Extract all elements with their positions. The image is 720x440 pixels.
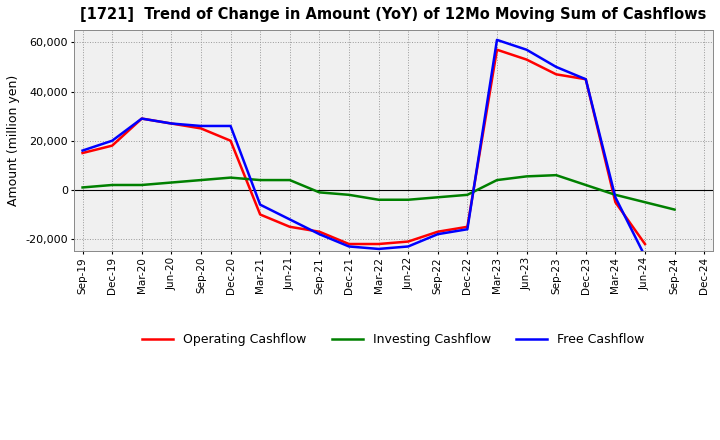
Free Cashflow — [552, 64, 560, 70]
Investing Cashflow — [108, 182, 117, 187]
Investing Cashflow — [315, 190, 324, 195]
Investing Cashflow — [433, 194, 442, 200]
Operating Cashflow — [641, 242, 649, 247]
Free Cashflow — [492, 37, 501, 43]
Operating Cashflow — [226, 138, 235, 143]
Operating Cashflow — [108, 143, 117, 148]
Free Cashflow — [641, 254, 649, 259]
Investing Cashflow — [256, 177, 264, 183]
Operating Cashflow — [492, 47, 501, 52]
Free Cashflow — [197, 123, 205, 128]
Investing Cashflow — [226, 175, 235, 180]
Operating Cashflow — [611, 200, 620, 205]
Line: Free Cashflow: Free Cashflow — [83, 40, 645, 257]
Line: Investing Cashflow: Investing Cashflow — [83, 175, 675, 209]
Free Cashflow — [611, 194, 620, 200]
Investing Cashflow — [345, 192, 354, 198]
Free Cashflow — [404, 244, 413, 249]
Operating Cashflow — [463, 224, 472, 229]
Free Cashflow — [433, 231, 442, 237]
Investing Cashflow — [285, 177, 294, 183]
Free Cashflow — [167, 121, 176, 126]
Investing Cashflow — [552, 172, 560, 178]
Investing Cashflow — [78, 185, 87, 190]
Operating Cashflow — [78, 150, 87, 156]
Line: Operating Cashflow: Operating Cashflow — [83, 50, 645, 244]
Investing Cashflow — [138, 182, 146, 187]
Operating Cashflow — [433, 229, 442, 235]
Investing Cashflow — [404, 197, 413, 202]
Operating Cashflow — [345, 242, 354, 247]
Investing Cashflow — [492, 177, 501, 183]
Operating Cashflow — [404, 239, 413, 244]
Operating Cashflow — [256, 212, 264, 217]
Investing Cashflow — [197, 177, 205, 183]
Operating Cashflow — [138, 116, 146, 121]
Operating Cashflow — [197, 126, 205, 131]
Investing Cashflow — [582, 182, 590, 187]
Free Cashflow — [345, 244, 354, 249]
Operating Cashflow — [582, 77, 590, 82]
Free Cashflow — [582, 77, 590, 82]
Investing Cashflow — [641, 200, 649, 205]
Free Cashflow — [522, 47, 531, 52]
Free Cashflow — [138, 116, 146, 121]
Title: [1721]  Trend of Change in Amount (YoY) of 12Mo Moving Sum of Cashflows: [1721] Trend of Change in Amount (YoY) o… — [80, 7, 706, 22]
Investing Cashflow — [522, 174, 531, 179]
Investing Cashflow — [374, 197, 383, 202]
Free Cashflow — [285, 217, 294, 222]
Free Cashflow — [108, 138, 117, 143]
Free Cashflow — [256, 202, 264, 207]
Operating Cashflow — [374, 242, 383, 247]
Free Cashflow — [315, 231, 324, 237]
Operating Cashflow — [522, 57, 531, 62]
Y-axis label: Amount (million yen): Amount (million yen) — [7, 75, 20, 206]
Legend: Operating Cashflow, Investing Cashflow, Free Cashflow: Operating Cashflow, Investing Cashflow, … — [137, 329, 649, 352]
Operating Cashflow — [552, 72, 560, 77]
Investing Cashflow — [611, 192, 620, 198]
Free Cashflow — [374, 246, 383, 252]
Free Cashflow — [226, 123, 235, 128]
Free Cashflow — [78, 148, 87, 153]
Investing Cashflow — [670, 207, 679, 212]
Operating Cashflow — [285, 224, 294, 229]
Operating Cashflow — [167, 121, 176, 126]
Investing Cashflow — [167, 180, 176, 185]
Operating Cashflow — [315, 229, 324, 235]
Investing Cashflow — [463, 192, 472, 198]
Free Cashflow — [463, 227, 472, 232]
